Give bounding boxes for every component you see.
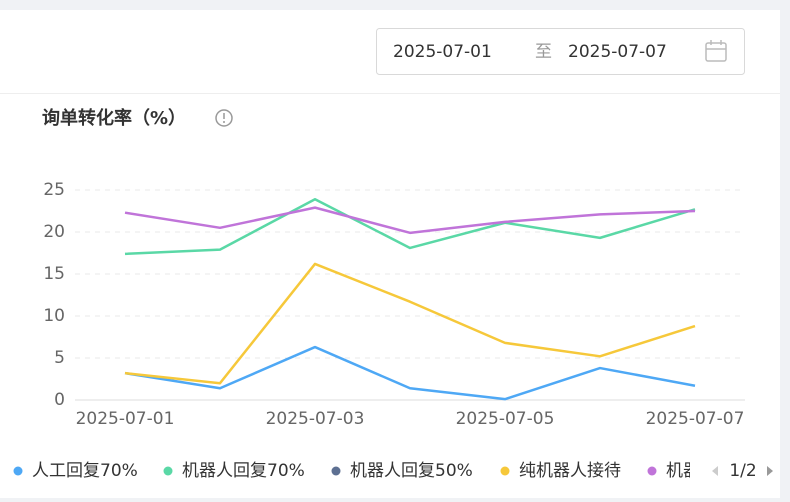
chart-title: 询单转化率（%） xyxy=(42,107,186,129)
legend-dot xyxy=(647,466,657,476)
date-separator: 至 xyxy=(535,42,552,62)
y-tick-label: 0 xyxy=(54,390,65,410)
series-line xyxy=(124,345,696,401)
legend-dot xyxy=(13,466,23,476)
date-picker[interactable] xyxy=(376,28,745,75)
y-tick-label: 15 xyxy=(43,264,65,284)
legend-label: 纯机器人接待 xyxy=(519,461,621,481)
legend-dot xyxy=(331,466,341,476)
legend-dot xyxy=(163,466,173,476)
y-tick-label: 25 xyxy=(43,180,65,200)
legend-next[interactable] xyxy=(767,466,773,476)
legend-label: 人工回复70% xyxy=(32,461,138,481)
legend-page: 1/2 xyxy=(729,461,756,481)
x-tick-label: 2025-07-05 xyxy=(456,409,555,429)
legend-label: 机器 xyxy=(666,461,700,481)
x-tick-label: 2025-07-07 xyxy=(646,409,745,429)
legend-prev[interactable] xyxy=(712,466,718,476)
legend-label: 机器人回复70% xyxy=(182,461,305,481)
y-tick-label: 10 xyxy=(43,306,65,326)
legend-label: 机器人回复50% xyxy=(350,461,473,481)
series-line xyxy=(124,206,696,235)
info-icon[interactable] xyxy=(215,109,233,127)
x-tick-label: 2025-07-03 xyxy=(266,409,365,429)
y-tick-label: 5 xyxy=(54,348,65,368)
series-line xyxy=(124,197,696,256)
legend: 人工回复70% 机器人回复70% 机器人回复50% 纯机器人接待 机器 xyxy=(13,461,700,481)
series-line xyxy=(124,262,696,385)
x-tick-label: 2025-07-01 xyxy=(76,409,175,429)
legend-dot xyxy=(500,466,510,476)
y-tick-label: 20 xyxy=(43,222,65,242)
date-start[interactable]: 2025-07-01 xyxy=(393,42,492,62)
date-end[interactable]: 2025-07-07 xyxy=(568,42,667,62)
calendar-icon[interactable] xyxy=(705,40,727,62)
